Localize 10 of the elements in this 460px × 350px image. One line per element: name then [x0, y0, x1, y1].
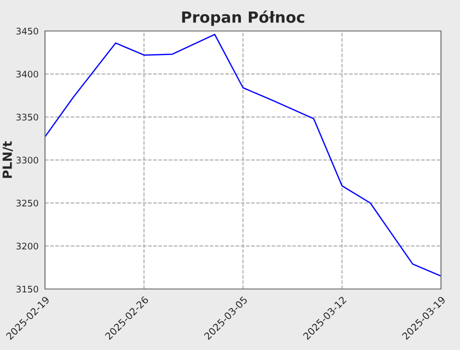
y-tick-label: 3150 [16, 286, 38, 293]
y-tick-label: 3250 [16, 200, 38, 207]
y-tick-label: 3200 [16, 242, 38, 250]
y-tick-label: 3400 [16, 70, 38, 78]
chart-title: Propan Północ [182, 10, 304, 26]
line-series [45, 34, 441, 277]
y-tick-label: 3300 [16, 156, 38, 164]
y-tick-label: 3350 [16, 114, 38, 121]
y-axis-title: PLN/t [2, 141, 13, 178]
y-tick-label: 3450 [16, 28, 38, 35]
